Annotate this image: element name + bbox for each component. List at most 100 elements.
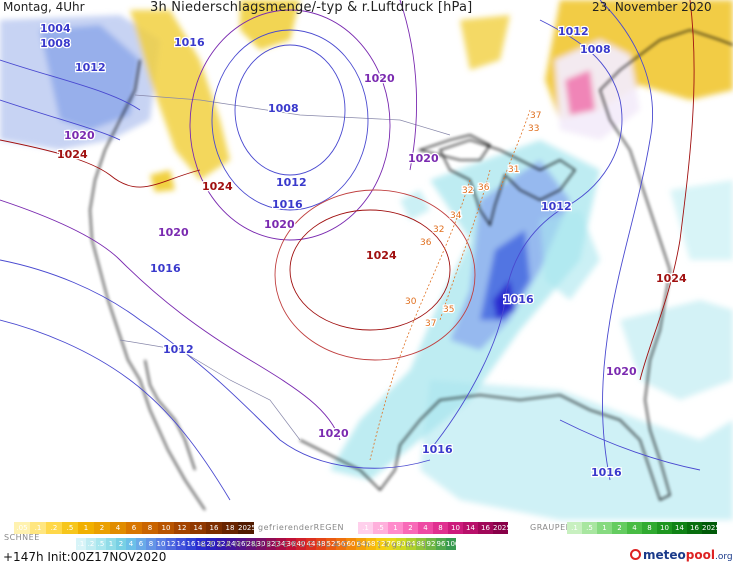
total-swatch: 12 [166, 538, 176, 550]
freezing-swatch: 1 [388, 522, 403, 534]
logo-text-c: .org [714, 552, 733, 562]
total-swatch: 10 [156, 538, 166, 550]
thickness-label: 32 [433, 225, 444, 235]
isobar-label: 1016 [503, 293, 534, 306]
thickness-label: 34 [450, 211, 462, 221]
total-swatch: 96 [436, 538, 446, 550]
graupel-swatch: 1 [597, 522, 612, 534]
thickness-label: 32 [462, 186, 473, 196]
graupel-swatch: 2025+ [702, 522, 717, 534]
total-swatch: 20 [206, 538, 216, 550]
graupel-swatch: .1 [567, 522, 582, 534]
total-swatch: 36 [286, 538, 296, 550]
freezing-swatch: 8 [433, 522, 448, 534]
total-swatch: 72 [376, 538, 386, 550]
isobar-label: 1016 [150, 262, 181, 275]
freezing-swatch: 2 [403, 522, 418, 534]
isobar-label: 1020 [64, 129, 95, 142]
freezing-swatch: .5 [373, 522, 388, 534]
total-swatch: 2 [116, 538, 126, 550]
total-swatch: .5 [96, 538, 106, 550]
thickness-label: 37 [425, 319, 436, 329]
graupel-swatch: 14 [672, 522, 687, 534]
isobar-label: 1012 [558, 25, 589, 38]
isobar-label: 1024 [366, 249, 397, 262]
isobars [0, 0, 701, 501]
thickness-label: 36 [478, 183, 490, 193]
isobar-label: 1012 [276, 176, 307, 189]
freezing-swatch: 10 [448, 522, 463, 534]
snow-swatch: 12 [174, 522, 190, 534]
total-swatch: 24 [226, 538, 236, 550]
graupel-swatch: 4 [627, 522, 642, 534]
isobar-label: 1020 [318, 427, 349, 440]
thickness-label: 37 [530, 111, 541, 121]
total-swatch: 40 [296, 538, 306, 550]
thickness-label: 35 [443, 305, 454, 315]
page-title: 3h Niederschlagsmenge/-typ & r.Luftdruck… [150, 0, 473, 15]
total-swatch: .1 [76, 538, 86, 550]
snow-label: SCHNEE [4, 533, 40, 542]
isobar-label: 1008 [580, 43, 611, 56]
isobar-label: 1020 [264, 218, 295, 231]
isobar-label: 1008 [40, 37, 71, 50]
isobar-label: 1024 [656, 272, 687, 285]
total-precip-label: GESAMTNIEDERSCHLAG 3h [kg/m²] [200, 540, 429, 549]
total-swatch: 100+ [446, 538, 456, 550]
total-swatch: 6 [136, 538, 146, 550]
header-date: 23. November 2020 [592, 0, 712, 14]
thickness-label: 36 [420, 238, 432, 248]
total-swatch: 88 [416, 538, 426, 550]
total-swatch: 28 [246, 538, 256, 550]
meteopool-logo[interactable]: meteopool.org [630, 548, 733, 564]
total-swatch: 8 [146, 538, 156, 550]
snow-swatch: 2025+ [238, 522, 254, 534]
total-swatch: 32 [266, 538, 276, 550]
legend-total-precip: .1.2.5 1 2 4 6 8 10 12 14 16 18 20 22 24 26 28 30 32 34 36 4… [0, 538, 733, 550]
total-swatch: 56 [336, 538, 346, 550]
thickness-label: 31 [508, 165, 519, 175]
snow-swatch: 8 [142, 522, 158, 534]
snow-swatch: 18 [222, 522, 238, 534]
total-swatch: 4 [126, 538, 136, 550]
thickness-label: 30 [405, 297, 417, 307]
isobar-label: 1012 [163, 343, 194, 356]
total-swatch: .2 [86, 538, 96, 550]
total-swatch: 14 [176, 538, 186, 550]
isobar-label: 1020 [364, 72, 395, 85]
isobar-label: 1012 [541, 200, 572, 213]
total-swatch: 44 [306, 538, 316, 550]
isobar-label: 1020 [158, 226, 189, 239]
model-run-info: +147h Init:00Z17NOV2020 [3, 550, 167, 564]
isobar-label: 1020 [408, 152, 439, 165]
snow-swatch: .2 [46, 522, 62, 534]
total-swatch: 22 [216, 538, 226, 550]
total-swatch: 16 [186, 538, 196, 550]
coastlines [89, 29, 733, 511]
snow-swatch: .05 [14, 522, 30, 534]
freezing-swatch: 2025+ [493, 522, 508, 534]
isobar-label: 1004 [40, 22, 71, 35]
isobar-label: 1016 [272, 198, 303, 211]
snow-swatch: 4 [110, 522, 126, 534]
isobar-labels: 1004 1008 1012 1016 1020 1024 1020 1008 1024 1012… [39, 21, 688, 481]
total-swatch: 1 [106, 538, 116, 550]
snow-swatch: 6 [126, 522, 142, 534]
logo-text-a: meteo [643, 548, 686, 562]
freezing-swatch: .1 [358, 522, 373, 534]
isobar-label: 1008 [268, 102, 299, 115]
graupel-swatch: 16 [687, 522, 702, 534]
snow-swatch: 14 [190, 522, 206, 534]
total-swatch: 26 [236, 538, 246, 550]
total-swatch: 80 [396, 538, 406, 550]
snow-swatch: 16 [206, 522, 222, 534]
freezing-swatch: 16 [478, 522, 493, 534]
total-swatch: 52 [326, 538, 336, 550]
isobar-label: 1024 [57, 148, 88, 161]
borders [119, 94, 451, 441]
header-weekday-time: Montag, 4Uhr [3, 0, 85, 14]
total-swatch: 18 [196, 538, 206, 550]
isobar-label: 1012 [75, 61, 106, 74]
